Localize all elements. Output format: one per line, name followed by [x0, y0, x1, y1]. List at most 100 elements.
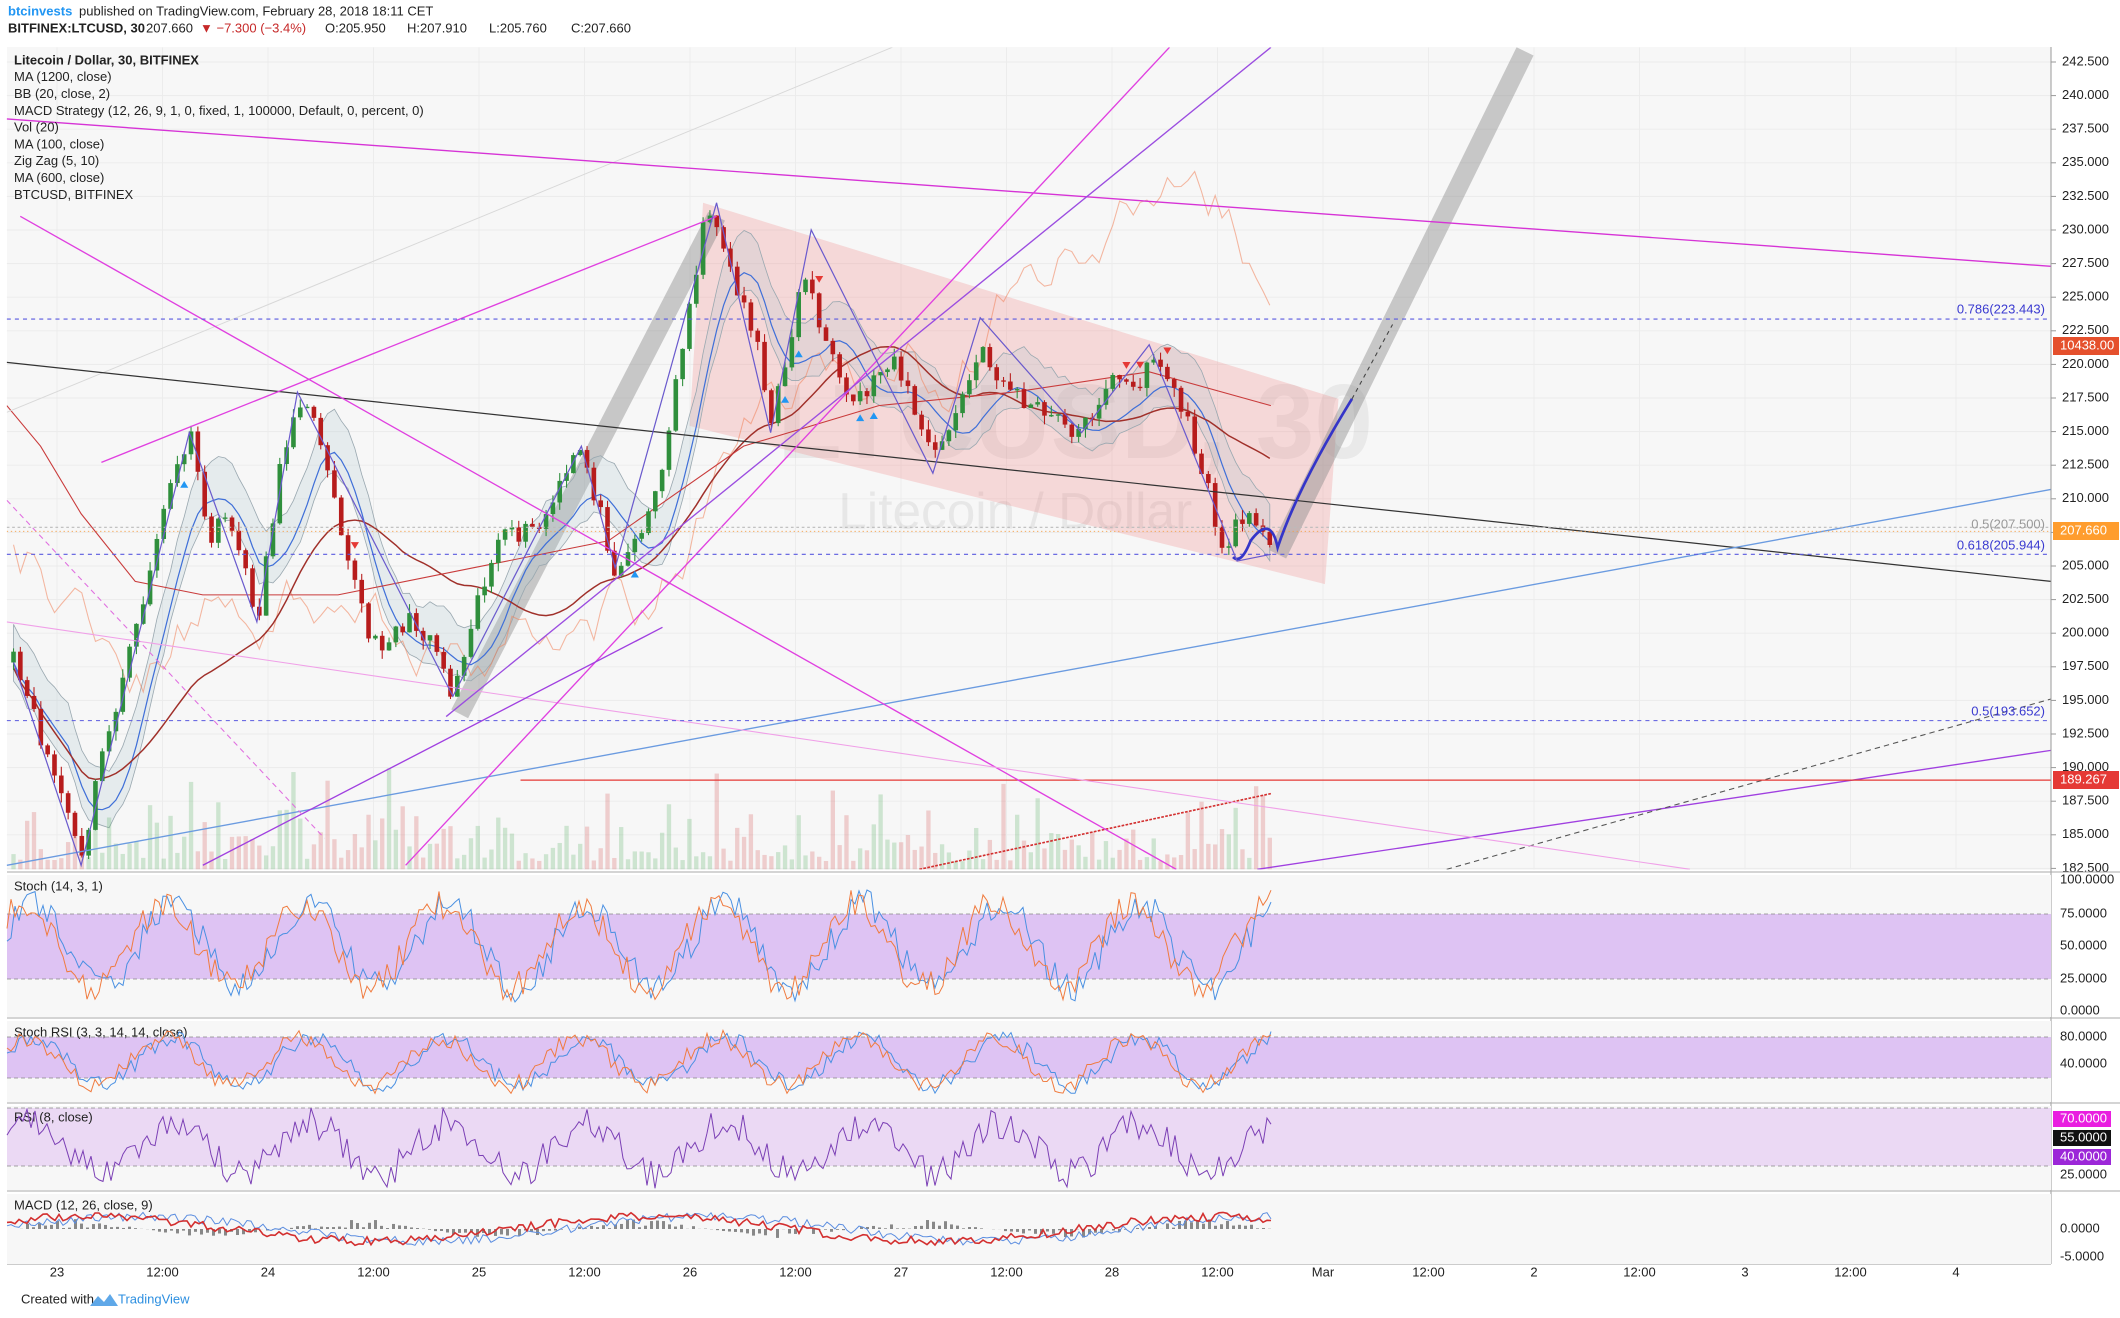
macd-hist	[134, 1228, 137, 1229]
candle-body	[1055, 414, 1061, 416]
volume-bar	[837, 845, 842, 870]
candle-body	[1049, 415, 1054, 417]
pane-axis-label: 55.0000	[2060, 1129, 2107, 1144]
volume-bar	[823, 860, 829, 870]
buy-arrow	[794, 350, 803, 358]
macd-hist	[1022, 1229, 1025, 1234]
pane-axis-label: 25.0000	[2060, 1166, 2107, 1181]
tv-logo[interactable]	[90, 1294, 118, 1306]
macd-hist	[1202, 1223, 1205, 1229]
pane-title[interactable]: RSI (8, close)	[14, 1109, 93, 1124]
candle-body	[584, 450, 590, 468]
candle-body	[434, 635, 440, 652]
candle-body	[1158, 359, 1163, 367]
macd-hist	[542, 1229, 545, 1232]
legend-item[interactable]: Litecoin / Dollar, 30, BITFINEX	[14, 52, 199, 67]
legend-item[interactable]: MA (600, close)	[14, 170, 104, 185]
macd-hist	[1064, 1229, 1067, 1238]
volume-bar	[912, 849, 917, 870]
price-badge	[2053, 522, 2119, 540]
pane-axis-label: -5.0000	[2060, 1248, 2104, 1263]
trend-line	[445, 47, 1272, 718]
volume-bar	[543, 854, 549, 870]
candle-body	[52, 754, 57, 776]
volume-bar	[291, 772, 296, 870]
legend-item[interactable]: Vol (20)	[14, 120, 59, 135]
macd-hist	[680, 1224, 683, 1229]
macd-hist	[602, 1225, 605, 1229]
volume-bar	[1172, 857, 1177, 870]
volume-bar	[1083, 856, 1088, 870]
candle-body	[1212, 483, 1218, 527]
volume-bar	[93, 797, 98, 870]
macd-hist	[380, 1225, 383, 1229]
price-label: 217.500	[2062, 389, 2109, 404]
ma-600	[6, 371, 1272, 596]
macd-hist	[614, 1224, 617, 1229]
volume-bar	[1137, 859, 1143, 870]
volume-bar	[1035, 798, 1040, 870]
candle-body	[1192, 416, 1197, 454]
macd-hist	[1058, 1229, 1061, 1231]
macd-hist	[950, 1224, 953, 1229]
candle-body	[216, 518, 221, 543]
time-label: 12:00	[1201, 1264, 1234, 1279]
macd-hist	[836, 1229, 839, 1230]
legend-item[interactable]: Zig Zag (5, 10)	[14, 153, 99, 168]
author[interactable]: btcinvests	[8, 3, 72, 18]
legend-item[interactable]: MA (100, close)	[14, 136, 104, 151]
volume-bar	[557, 842, 562, 870]
time-label: Mar	[1312, 1264, 1335, 1279]
candle-body	[734, 266, 740, 296]
channel	[689, 202, 1339, 585]
macd-hist	[344, 1227, 347, 1229]
macd-hist	[98, 1223, 101, 1229]
candle-body	[414, 613, 419, 631]
macd-hist	[674, 1226, 677, 1229]
candle-body	[154, 538, 160, 571]
candle-body	[762, 341, 767, 391]
macd-hist	[896, 1228, 899, 1229]
volume-bar	[687, 818, 692, 870]
candle-body	[1206, 474, 1211, 484]
volume-bar	[359, 847, 364, 870]
macd-hist	[968, 1227, 971, 1229]
oscillator-line	[6, 1031, 1272, 1095]
volume-bar	[304, 858, 310, 870]
macd-hist	[650, 1221, 653, 1229]
legend-item[interactable]: BB (20, close, 2)	[14, 86, 110, 101]
candle-body	[1247, 513, 1252, 524]
time-label: 12:00	[357, 1264, 390, 1279]
pane-axis-label: 40.0000	[2060, 1055, 2107, 1070]
volume-bar	[366, 814, 371, 870]
candle-body	[987, 347, 993, 368]
candle-body	[393, 626, 399, 643]
volume-bar	[1117, 849, 1122, 870]
candle-body	[243, 550, 248, 569]
legend-item[interactable]: MA (1200, close)	[14, 69, 112, 84]
candle-body	[557, 480, 563, 503]
macd-hist	[1184, 1220, 1187, 1229]
volume-bar	[52, 860, 57, 870]
macd-hist	[890, 1224, 893, 1229]
volume-bar	[653, 858, 658, 870]
footer-brand[interactable]: TradingView	[118, 1291, 190, 1306]
volume-bar	[1158, 861, 1163, 870]
macd-hist	[1118, 1229, 1121, 1232]
macd-hist	[290, 1227, 293, 1229]
time-label: 12:00	[568, 1264, 601, 1279]
candle-body	[1137, 386, 1143, 389]
legend-item[interactable]: BTCUSD, BITFINEX	[14, 187, 134, 202]
symbol: BITFINEX:LTCUSD, 30	[8, 20, 145, 35]
volume-bar	[475, 825, 480, 870]
pane-title[interactable]: Stoch (14, 3, 1)	[14, 878, 103, 893]
pane-title[interactable]: MACD (12, 26, close, 9)	[14, 1197, 153, 1212]
time-label: 3	[1741, 1264, 1748, 1279]
pane-title[interactable]: Stoch RSI (3, 3, 14, 14, close)	[14, 1024, 187, 1039]
candle-body	[1165, 366, 1170, 380]
volume-bar	[441, 828, 446, 870]
volume-bar	[482, 857, 487, 870]
volume-bar	[257, 845, 262, 870]
volume-bar	[1199, 801, 1204, 870]
legend-item[interactable]: MACD Strategy (12, 26, 9, 1, 0, fixed, 1…	[14, 103, 424, 118]
